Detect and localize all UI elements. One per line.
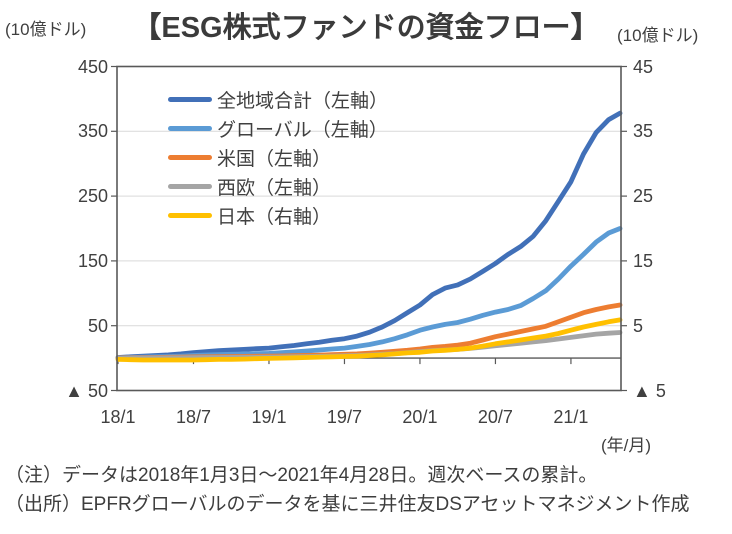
x-axis-tick-label: 20/7	[477, 407, 513, 427]
right-axis-tick-label: 45	[633, 56, 654, 77]
left-axis-tick-label: 50	[87, 315, 108, 336]
page-title: 【ESG株式ファンドの資金フロー】	[132, 12, 600, 44]
right-axis-tick-label: 35	[633, 121, 654, 142]
x-axis-unit-label: (年/月)	[601, 436, 652, 455]
legend-item-western-europe: 西欧（左軸）	[168, 172, 388, 201]
footnote-source: （出所）EPFRグローバルのデータを基に三井住友DSアセットマネジメント作成	[5, 494, 690, 515]
legend-label-japan: 日本（右軸）	[217, 207, 332, 228]
left-axis-tick-label: 450	[77, 56, 108, 77]
right-axis-tick-label: 25	[633, 186, 654, 207]
right-axis-tick-label: 15	[633, 250, 654, 271]
legend-label-us: 米国（左軸）	[217, 149, 332, 170]
series-line-total	[115, 110, 623, 360]
footnote-note: （注）データは2018年1月3日～2021年4月28日。週次ベースの累計。	[5, 465, 598, 486]
x-axis-tick-label: 20/1	[402, 407, 438, 427]
right-axis-unit-label: (10億ドル)	[617, 26, 699, 45]
x-axis-tick-label: 19/7	[326, 407, 362, 427]
right-axis-tick-label: ▲ 5	[633, 380, 666, 401]
legend-item-total: 全地域合計（左軸）	[168, 85, 388, 114]
chart-legend: 全地域合計（左軸） グローバル（左軸） 米国（左軸） 西欧（左軸） 日本（右軸）	[168, 85, 388, 230]
left-axis-tick-label: 150	[77, 250, 108, 271]
footnotes: （注）データは2018年1月3日～2021年4月28日。週次ベースの累計。 （出…	[5, 461, 732, 519]
legend-swatch-us	[168, 154, 212, 161]
plot-border	[116, 65, 622, 392]
right-axis-tick-label: 5	[633, 315, 644, 336]
legend-label-total: 全地域合計（左軸）	[217, 91, 389, 112]
x-axis-tick-label: 18/7	[175, 407, 211, 427]
x-axis-tick-label: 18/1	[100, 407, 136, 427]
legend-swatch-total	[168, 96, 212, 103]
legend-label-western-europe: 西欧（左軸）	[217, 178, 332, 199]
legend-swatch-global	[168, 125, 212, 132]
left-axis-tick-label: 250	[77, 186, 108, 207]
legend-label-global: グローバル（左軸）	[217, 120, 388, 141]
x-axis-tick-label: 21/1	[553, 407, 589, 427]
legend-item-global: グローバル（左軸）	[168, 114, 388, 143]
legend-swatch-japan	[168, 212, 212, 219]
legend-item-us: 米国（左軸）	[168, 143, 388, 172]
left-axis-tick-label: 350	[77, 121, 108, 142]
legend-swatch-western-europe	[168, 183, 212, 190]
legend-item-japan: 日本（右軸）	[168, 201, 388, 230]
left-axis-tick-label: ▲ 50	[65, 380, 108, 401]
line-chart-plot	[111, 65, 627, 392]
left-axis-unit-label: (10億ドル)	[5, 20, 87, 39]
series-line-japan	[115, 317, 623, 363]
x-axis-tick-label: 19/1	[251, 407, 287, 427]
